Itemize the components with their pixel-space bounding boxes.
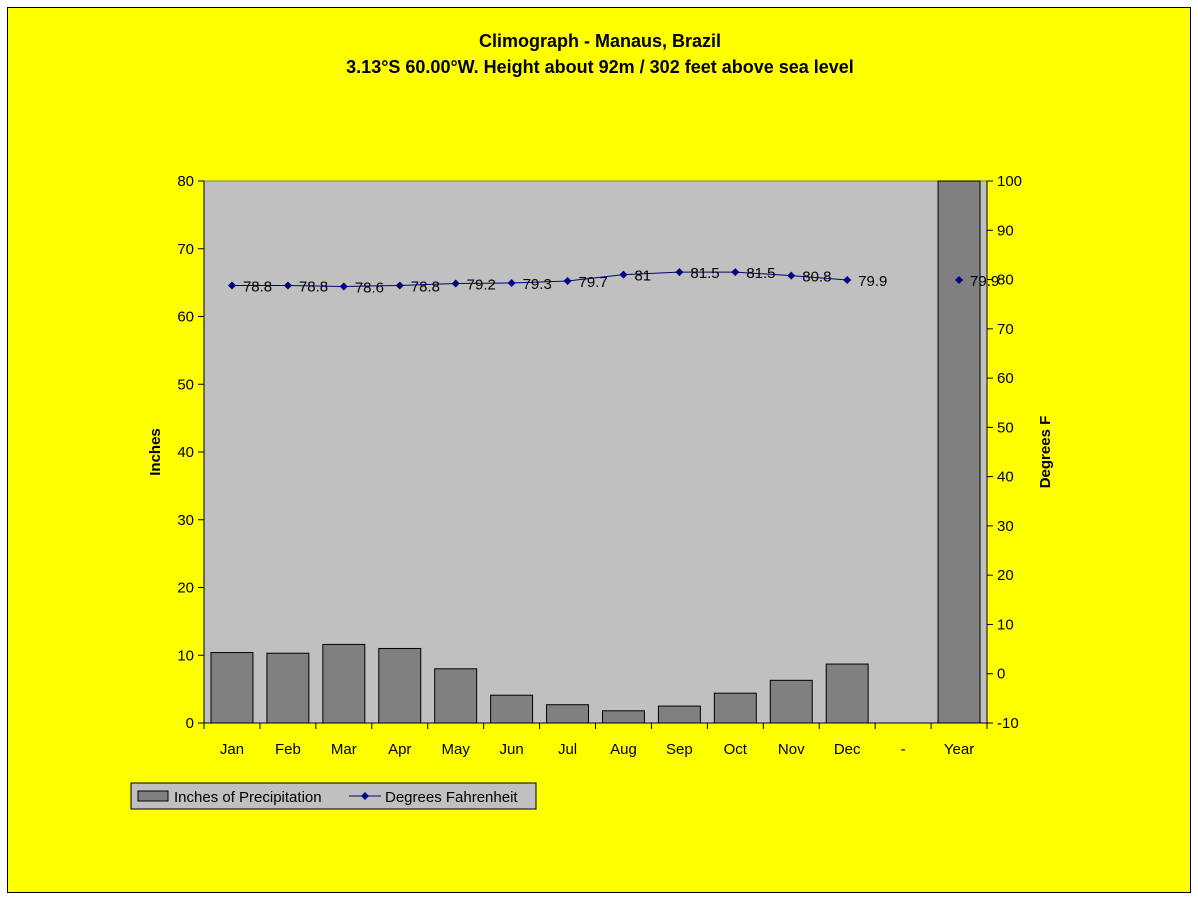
right-tick-label: 50 [997, 419, 1014, 436]
temperature-data-label: 79.9 [970, 273, 999, 290]
legend-swatch-precip [137, 790, 169, 802]
temperature-marker [619, 270, 628, 279]
right-tick-label: -10 [997, 715, 1019, 732]
x-tick-label: May [442, 741, 471, 758]
right-tick-label: 0 [997, 666, 1005, 683]
temperature-data-label: 79.9 [858, 273, 887, 290]
precip-bar [713, 692, 757, 724]
legend-label-precip: Inches of Precipitation [174, 789, 322, 806]
left-tick-label: 50 [177, 376, 194, 393]
left-tick-label: 80 [177, 173, 194, 190]
x-tick-label: - [901, 741, 906, 758]
left-tick-label: 0 [186, 715, 194, 732]
precip-bar [937, 180, 981, 724]
right-tick-label: 60 [997, 370, 1014, 387]
temperature-data-label: 78.8 [299, 278, 328, 295]
x-tick-label: Nov [778, 741, 805, 758]
climograph-chart: 0 10 20 30 40 50 60 70 80 -10 0 10 20 30 40 50 60 70 80 90 1… [130, 173, 1054, 810]
right-tick-label: 100 [997, 173, 1022, 190]
x-tick-label: Dec [834, 741, 861, 758]
temperature-marker [395, 281, 404, 290]
left-tick-label: 40 [177, 444, 194, 461]
right-tick-label: 40 [997, 469, 1014, 486]
plot-area [203, 180, 988, 724]
temperature-data-label: 78.8 [243, 278, 272, 295]
precip-bar [657, 705, 701, 724]
temperature-data-label: 79.3 [523, 276, 552, 293]
chart-subtitle: 3.13°S 60.00°W. Height about 92m / 302 f… [346, 57, 854, 77]
x-tick-label: Aug [610, 741, 637, 758]
temperature-marker [339, 282, 348, 291]
temperature-data-label: 78.6 [355, 279, 384, 296]
precip-bar [322, 643, 366, 724]
x-tick-label: Year [944, 741, 974, 758]
chart-title-block: Climograph - Manaus, Brazil 3.13°S 60.00… [8, 28, 1192, 80]
temperature-marker [451, 279, 460, 288]
right-tick-label: 20 [997, 567, 1014, 584]
precip-bar [378, 647, 422, 724]
legend-box [130, 782, 537, 810]
temperature-marker [787, 271, 796, 280]
left-tick-label: 20 [177, 580, 194, 597]
precip-bar [825, 663, 869, 724]
temperature-marker [955, 276, 964, 285]
chart-title: Climograph - Manaus, Brazil [478, 31, 722, 51]
precip-bar [266, 652, 310, 724]
precip-bar [546, 704, 590, 724]
chart-frame: Climograph - Manaus, Brazil 3.13°S 60.00… [7, 7, 1191, 893]
precip-bar [601, 710, 645, 724]
right-tick-label: 10 [997, 616, 1014, 633]
y2-axis-title: Degrees F [1037, 416, 1054, 489]
temperature-data-label: 79.2 [467, 276, 496, 293]
temperature-marker [507, 278, 516, 287]
temperature-marker [227, 281, 236, 290]
left-tick-label: 60 [177, 309, 194, 326]
temperature-marker [731, 268, 740, 277]
right-tick-label: 90 [997, 222, 1014, 239]
x-tick-label: Jun [500, 741, 524, 758]
x-tick-label: Jan [220, 741, 244, 758]
x-tick-label: Oct [724, 741, 748, 758]
x-tick-label: Jul [558, 741, 577, 758]
legend-swatch-temp-marker [361, 792, 369, 800]
temperature-data-label: 79.7 [579, 274, 608, 291]
x-tick-label: Feb [275, 741, 301, 758]
precip-bar [769, 679, 813, 724]
precip-bar [490, 694, 534, 724]
right-tick-label: 80 [997, 272, 1014, 289]
temperature-marker [563, 277, 572, 286]
temperature-data-label: 81.5 [690, 265, 719, 282]
x-tick-label: Mar [331, 741, 357, 758]
left-tick-label: 30 [177, 512, 194, 529]
right-tick-label: 70 [997, 321, 1014, 338]
legend-label-temp: Degrees Fahrenheit [385, 789, 518, 806]
temperature-marker [283, 281, 292, 290]
x-tick-label: Sep [666, 741, 693, 758]
x-tick-label: Apr [388, 741, 411, 758]
right-tick-label: 30 [997, 518, 1014, 535]
temperature-data-label: 78.8 [411, 278, 440, 295]
left-tick-label: 70 [177, 241, 194, 258]
temperature-marker [843, 276, 852, 285]
precip-bar [434, 668, 478, 724]
temperature-data-label: 80.8 [802, 269, 831, 286]
temperature-data-label: 81 [634, 268, 651, 285]
y-axis-title: Inches [147, 428, 164, 476]
temperature-marker [675, 268, 684, 277]
precip-bar [210, 652, 254, 724]
temperature-data-label: 81.5 [746, 265, 775, 282]
temperature-line [231, 271, 848, 287]
left-tick-label: 10 [177, 647, 194, 664]
